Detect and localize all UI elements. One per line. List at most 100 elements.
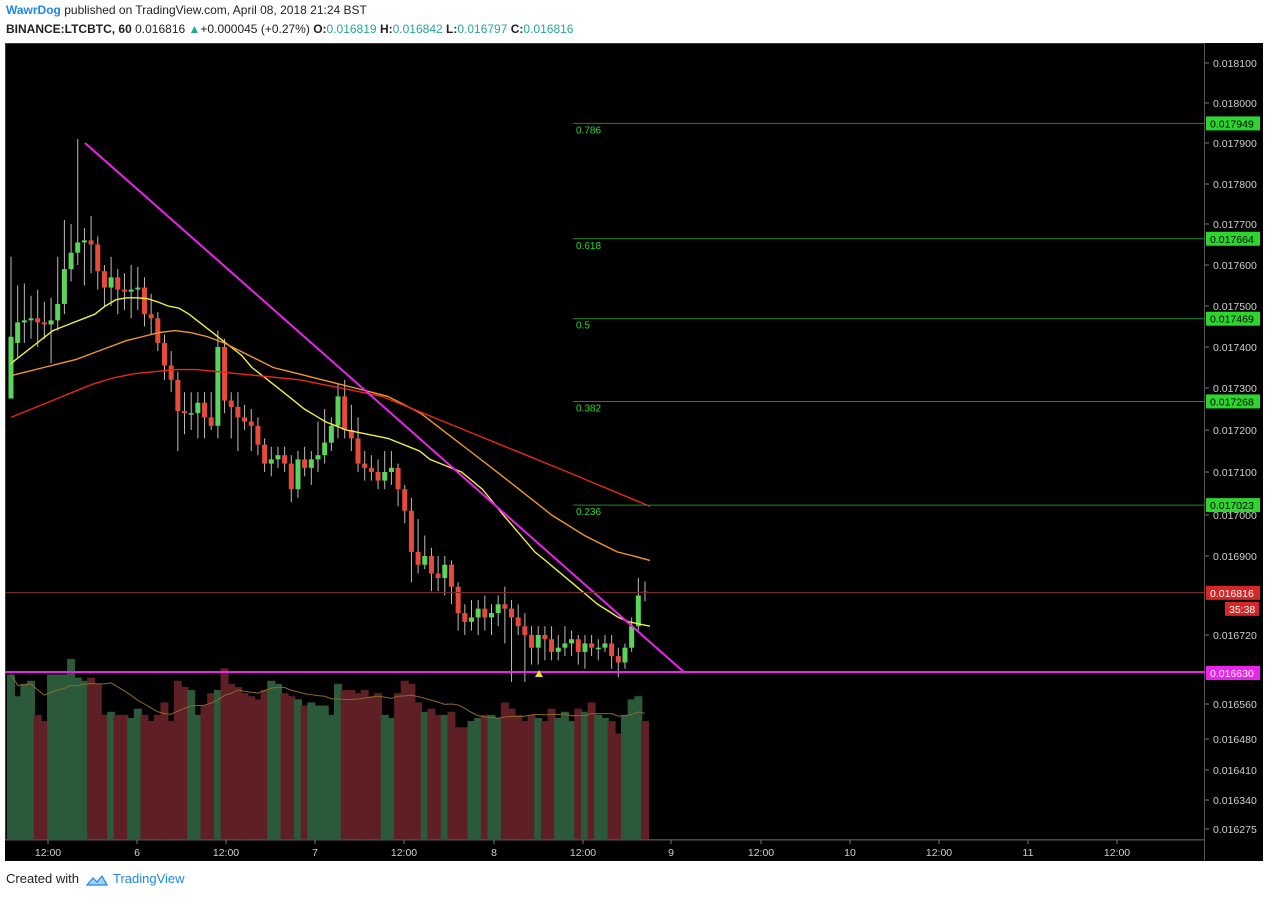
- fib-price-badge: 0.017949: [1210, 118, 1254, 130]
- volume-bar: [180, 686, 189, 839]
- volume-bar: [293, 699, 302, 839]
- candle-body: [569, 639, 575, 644]
- volume-bar: [394, 693, 403, 839]
- volume-bar: [167, 721, 176, 839]
- ema-slow-line: [10, 368, 651, 508]
- volume-bar: [554, 717, 563, 839]
- y-tick-label: 0.017700: [1213, 219, 1257, 231]
- volume-bar: [634, 696, 643, 839]
- volume-bar: [374, 693, 383, 839]
- volume-bar: [454, 727, 463, 839]
- y-tick-label: 0.017000: [1213, 510, 1257, 522]
- drawings[interactable]: [5, 142, 1205, 677]
- candle-body: [629, 626, 635, 648]
- y-tick-label: 0.016560: [1213, 699, 1257, 711]
- time-axis[interactable]: 12:00 6 12:00 7 12:00 8 12:00 9 12:00 10 12:00 11 12…: [35, 840, 1130, 859]
- volume-bar: [467, 721, 476, 839]
- candle-body: [622, 647, 628, 663]
- volume-bar: [260, 690, 269, 839]
- fibonacci-retracement[interactable]: 0.236 0.382 0.5 0.618 0.786: [573, 122, 1205, 518]
- candle-body: [595, 647, 601, 650]
- volume-bar: [580, 711, 589, 839]
- x-tick-label: 12:00: [391, 847, 417, 859]
- candle-body: [502, 604, 508, 609]
- candle-body: [61, 269, 67, 304]
- price-change: +0.000045 (+0.27%): [200, 22, 310, 36]
- y-tick-label: 0.018000: [1213, 98, 1257, 110]
- y-tick-label: 0.016410: [1213, 765, 1257, 777]
- last-price-badge-bg: [1206, 585, 1260, 600]
- price-chart[interactable]: 0.236 0.382 0.5 0.618 0.786 0.018100 0.018000…: [5, 43, 1263, 861]
- volume-bar: [60, 674, 69, 839]
- candle-body: [362, 463, 368, 468]
- fib-price-badge-bg: [1206, 394, 1260, 409]
- trendline[interactable]: [84, 142, 686, 674]
- volume-bar: [113, 714, 122, 839]
- price-axis[interactable]: 0.018100 0.018000 0.017900 0.017800 0.017700…: [1205, 58, 1257, 836]
- candle-body: [75, 242, 81, 253]
- volume-bar: [480, 714, 489, 839]
- x-tick-label: 8: [491, 847, 497, 859]
- candle-body: [475, 608, 481, 618]
- candle-body: [509, 608, 515, 618]
- up-arrow-icon: ▲: [188, 22, 201, 36]
- volume-bar: [520, 721, 529, 839]
- volume-bar: [280, 693, 289, 839]
- x-tick-label: 9: [668, 847, 674, 859]
- volume-bar: [13, 696, 22, 839]
- publish-info: published on TradingView.com, April 08, …: [60, 3, 367, 17]
- author-link[interactable]: WawrDog: [6, 3, 61, 17]
- volume-bar: [487, 714, 496, 839]
- tradingview-cloud-icon: [85, 874, 109, 886]
- volume-bar: [200, 705, 209, 839]
- x-tick-label: 10: [844, 847, 856, 859]
- x-tick-label: 7: [312, 847, 318, 859]
- candle-body: [182, 411, 188, 414]
- y-tick-label: 0.016340: [1213, 795, 1257, 807]
- candle-body: [415, 551, 421, 565]
- volume-bar: [47, 674, 56, 839]
- y-tick-label: 0.018100: [1213, 58, 1257, 70]
- volume-bar: [53, 674, 62, 839]
- fib-price-badge-bg: [1206, 311, 1260, 326]
- candle-body: [268, 459, 274, 464]
- candle-body: [295, 459, 301, 490]
- fib-price-badge-bg: [1206, 116, 1260, 131]
- ohlc-line: BINANCE:LTCBTC, 60 0.016816 ▲+0.000045 (…: [6, 22, 573, 36]
- tradingview-brand-link[interactable]: TradingView: [112, 871, 185, 886]
- candle-body: [248, 421, 254, 426]
- candle-body: [635, 595, 641, 627]
- candle-body: [428, 556, 434, 574]
- candle-body: [68, 252, 74, 270]
- candle-body: [282, 455, 288, 464]
- volume-bar: [187, 690, 196, 839]
- fib-ratio-label: 0.786: [576, 125, 601, 136]
- candle-body: [522, 626, 528, 635]
- open-value: 0.016819: [326, 22, 377, 36]
- candle-body: [302, 459, 308, 468]
- candle-body: [555, 647, 561, 652]
- candle-body: [408, 510, 414, 552]
- candle-body: [288, 463, 294, 490]
- last-price: 0.016816: [135, 22, 186, 36]
- candle-body: [462, 613, 468, 622]
- fib-ratio-label: 0.236: [576, 507, 601, 518]
- signal-marker-icon: [535, 670, 543, 677]
- candle-body: [21, 320, 27, 323]
- y-tick-label: 0.017200: [1213, 425, 1257, 437]
- price-badges: 0.017023 0.017268 0.017469 0.017664 0.017949…: [1206, 116, 1260, 680]
- candle-body: [108, 277, 114, 288]
- candle-body: [382, 472, 388, 481]
- close-label: C:: [510, 22, 524, 36]
- moving-averages: [10, 297, 651, 627]
- volume-bar: [80, 680, 89, 839]
- candle-body: [41, 322, 47, 325]
- volume-bar: [427, 708, 436, 839]
- volume-bar: [500, 702, 509, 839]
- candle-body: [482, 608, 488, 618]
- chart-header: WawrDog published on TradingView.com, Ap…: [6, 3, 1256, 41]
- candle-body: [28, 318, 34, 321]
- candle-body: [95, 244, 101, 272]
- y-tick-label: 0.017600: [1213, 260, 1257, 272]
- volume-bar: [367, 696, 376, 839]
